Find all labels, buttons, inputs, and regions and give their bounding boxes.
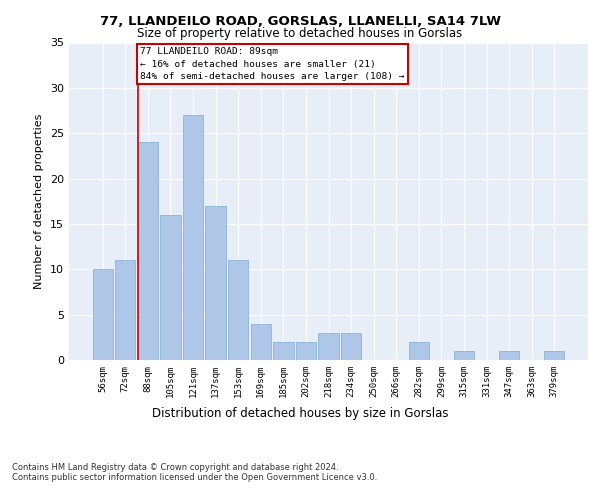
Text: 77 LLANDEILO ROAD: 89sqm
← 16% of detached houses are smaller (21)
84% of semi-d: 77 LLANDEILO ROAD: 89sqm ← 16% of detach… [140,47,404,81]
Bar [138,142,158,360]
Bar [319,333,338,360]
Bar [273,342,293,360]
Bar [544,351,565,360]
Y-axis label: Number of detached properties: Number of detached properties [34,114,44,289]
Bar [160,215,181,360]
Text: Distribution of detached houses by size in Gorslas: Distribution of detached houses by size … [152,408,448,420]
Text: 77, LLANDEILO ROAD, GORSLAS, LLANELLI, SA14 7LW: 77, LLANDEILO ROAD, GORSLAS, LLANELLI, S… [100,15,500,28]
Bar [115,260,136,360]
Text: Contains HM Land Registry data © Crown copyright and database right 2024.: Contains HM Land Registry data © Crown c… [12,462,338,471]
Bar [251,324,271,360]
Bar [183,115,203,360]
Text: Size of property relative to detached houses in Gorslas: Size of property relative to detached ho… [137,28,463,40]
Bar [92,270,113,360]
Bar [409,342,429,360]
Bar [499,351,519,360]
Bar [341,333,361,360]
Bar [228,260,248,360]
Bar [205,206,226,360]
Text: Contains public sector information licensed under the Open Government Licence v3: Contains public sector information licen… [12,472,377,482]
Bar [296,342,316,360]
Bar [454,351,474,360]
